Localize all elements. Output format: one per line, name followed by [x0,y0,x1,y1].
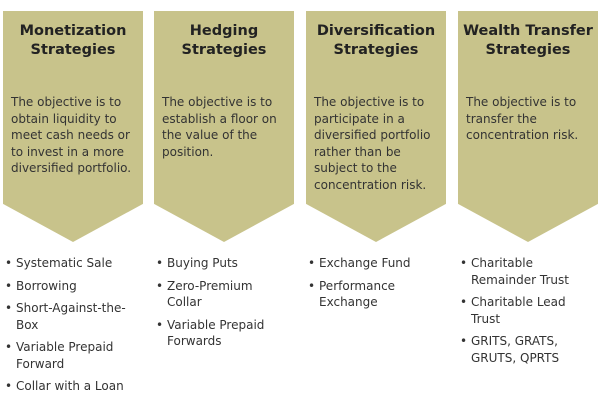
list-item: • Buying Puts [156,256,238,270]
chevron-shape [154,11,294,242]
bullet-icon: • [156,256,164,270]
bullet-icon: • [460,256,468,270]
column-title: Wealth Transfer Strategies [463,23,593,58]
list-item: • Charitable Remainder Trust [460,256,569,287]
list-item: • Borrowing [5,278,77,293]
bullet-icon: • [5,301,13,315]
column-description: The objective is to establish a floor on… [162,95,277,159]
chevron-shape [458,11,598,242]
column-description: The objective is to transfer the concent… [466,95,579,142]
column-diversification: Diversification Strategies The objective… [306,0,446,400]
bullet-icon: • [5,256,13,270]
strategy-list: • Systematic Sale • Borrowing • Short-Again… [3,255,143,401]
bullet-icon: • [5,278,13,293]
strategy-list: • Exchange Fund • Performance Exchange [306,255,446,317]
list-item: • Collar with a Loan [5,379,124,393]
list-item: • Systematic Sale [5,256,113,270]
strategy-list: • Charitable Remainder Trust • Charitable L… [458,255,598,372]
column-title: Hedging Strategies [181,23,267,58]
list-item: • GRITS, GRATS, GRUTS, QPRTS [460,334,560,365]
bullet-icon: • [5,379,13,393]
list-item: • Short-Against-the- Box [5,301,126,332]
column-hedging: Hedging Strategies The objective is to e… [154,0,294,400]
bullet-icon: • [460,295,468,309]
bullet-icon: • [156,317,164,332]
bullet-icon: • [460,334,468,348]
column-title: Monetization Strategies [19,23,127,58]
chevron-shape [3,11,143,242]
bullet-icon: • [5,340,13,354]
list-item: • Zero-Premium Collar [156,278,253,310]
bullet-icon: • [308,256,316,270]
bullet-icon: • [156,278,164,293]
column-monetization: Monetization Strategies The objective is… [3,0,143,400]
column-description: The objective is to participate in a div… [314,95,431,192]
column-wealth-transfer: Wealth Transfer Strategies The objective… [458,0,598,400]
list-item: • Variable Prepaid Forwards [156,317,265,349]
column-description: The objective is to obtain liquidity to … [11,95,132,175]
list-item: • Variable Prepaid Forward [5,340,114,371]
strategy-list: • Buying Puts • Zero-Premium Collar • Variab… [154,255,294,356]
list-item: • Charitable Lead Trust [460,295,566,326]
list-item: • Exchange Fund [308,256,411,270]
list-item: • Performance Exchange [308,278,396,310]
bullet-icon: • [308,278,316,293]
column-title: Diversification Strategies [316,23,436,58]
chevron-shape [306,11,446,242]
